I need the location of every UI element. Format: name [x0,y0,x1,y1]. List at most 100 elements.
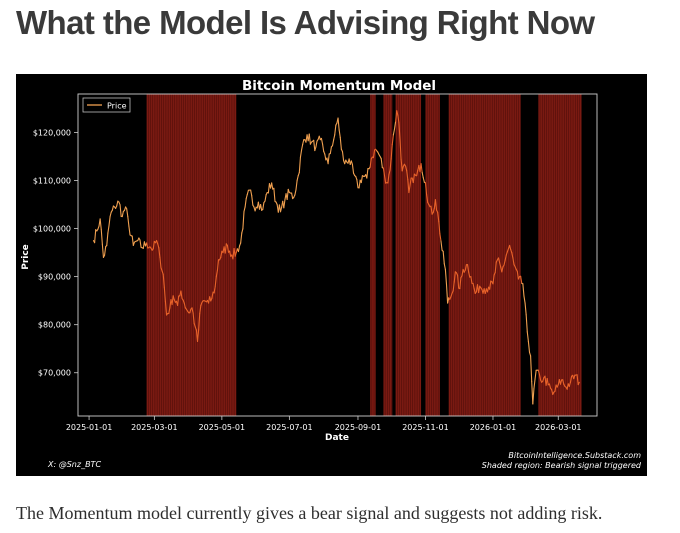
price-line-segment [443,263,446,270]
price-line-segment [260,203,263,211]
article-caption: The Momentum model currently gives a bea… [16,503,603,523]
plot-frame [77,93,598,417]
price-line-segment [492,274,495,285]
bearish-shade-layer [146,94,582,416]
price-line-segment [291,192,294,200]
price-line-segment [216,259,220,271]
price-line-segment [510,248,513,254]
price-line-segment [211,291,214,299]
price-line-segment [264,194,267,202]
price-line-segment [422,177,425,183]
price-line-segment [577,381,580,386]
price-line-segment [440,240,443,251]
price-line-segment [271,182,274,190]
price-line-segment [461,268,464,277]
price-line-segment [302,139,305,146]
price-line-segment [542,376,545,382]
price-line-segment [273,187,276,202]
price-line-segment [398,122,401,141]
price-line-segment [171,295,174,306]
price-line-segment [164,300,168,316]
price-line-segment [499,262,502,268]
price-line-segment [334,124,337,136]
price-line-segment [337,117,340,131]
y-tick-label: $80,000 [38,321,71,330]
price-line-segment [473,288,476,294]
price-line-segment [489,280,492,290]
price-line-segment [432,207,435,214]
price-line-segment [437,211,440,222]
price-line-segment [416,169,419,177]
price-line-segment [180,290,183,300]
chart-panel: Bitcoin Momentum Model $70,000 $80,000 $90… [16,74,647,476]
price-line-segment [139,239,142,248]
price-line-segment [442,250,445,265]
price-line-segment [439,233,442,242]
price-line-segment [243,206,246,213]
price-line-segment [341,151,345,162]
price-line-segment [528,351,532,357]
bearish-region-3 [383,94,393,416]
price-line-segment [287,188,290,194]
price-line-segment [233,248,236,257]
price-line-segment [146,242,149,249]
price-line-segment [324,153,327,161]
price-line-segment [383,175,387,184]
price-line-segment [327,153,330,165]
price-line-segment [106,232,109,246]
price-line-segment [189,308,192,314]
price-line-segment [128,225,131,236]
price-line-segment [94,229,97,244]
price-line-segment [450,292,453,298]
price-line-segment [299,149,303,158]
price-line-segment [524,302,527,316]
price-line-segment [408,185,411,194]
price-line-segment [546,378,549,386]
price-line-segment [241,228,244,234]
price-line-segment [533,378,536,390]
price-line-segment [333,134,336,141]
price-line-segment [251,195,254,206]
price-line-segment [172,295,175,301]
price-line-segment [320,137,324,145]
price-line-segment [246,189,249,195]
x-axis: 2025-01-01 2025-03-01 2025-05-01 2025-07-01… [66,416,582,432]
price-line-segment [245,193,248,200]
price-line-segment [157,243,160,249]
price-line-segment [512,257,515,266]
x-tick-label: 2025-05-01 [199,423,246,432]
y-tick-label: $110,000 [33,177,71,186]
price-line-segment [111,205,114,211]
price-line-segment [501,266,504,273]
legend-price-label: Price [107,102,127,111]
price-line-segment [109,211,112,218]
price-line-segment [497,257,501,264]
price-line-segment [99,218,102,230]
price-line-segment [464,264,467,271]
price-line-segment [390,143,393,160]
price-line-segment [356,179,359,189]
price-line-segment [350,160,353,166]
price-line-segment [298,156,301,174]
price-line-segment [452,281,455,292]
momentum-chart: Bitcoin Momentum Model $70,000 $80,000 $90… [21,78,642,470]
price-line-segment [237,245,241,253]
price-line-segment [522,283,525,297]
price-line-segment [396,110,399,116]
price-line-segment [400,158,403,172]
price-line-segment [331,139,335,147]
bearish-region-2 [370,94,376,416]
price-line-segment [438,220,441,235]
price-line-segment [523,295,526,304]
price-line-segment [504,254,507,261]
price-line-segment [503,259,506,266]
price-line-segment [193,322,196,328]
y-axis: $70,000 $80,000 $90,000 $100,000 $110,000 $12… [33,128,78,378]
price-line-segment [569,375,573,383]
price-line-segment [224,243,227,254]
price-line-segment [380,158,383,169]
price-line-segment [313,139,316,152]
price-line-segment [509,244,512,251]
price-line-segment [360,175,363,184]
price-line-segment [421,171,424,179]
